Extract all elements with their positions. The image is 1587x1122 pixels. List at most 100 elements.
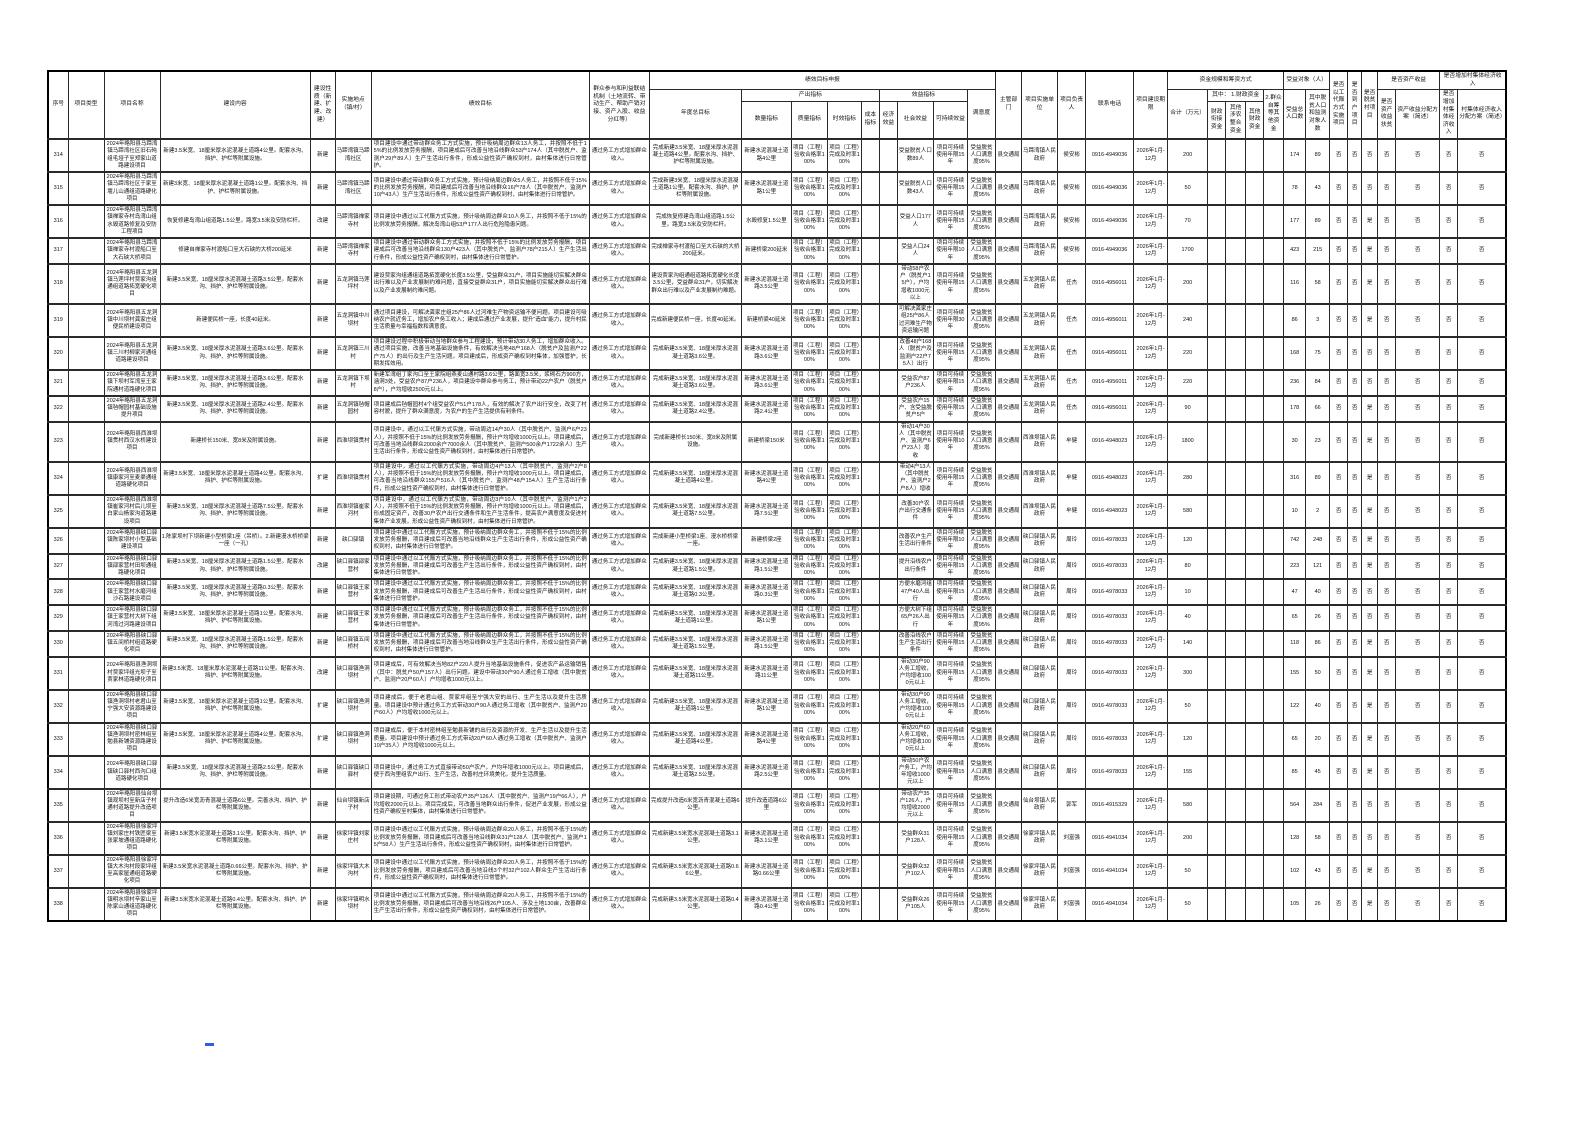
cell-leader: 周玲 (1057, 629, 1087, 658)
cell-collective-plan: 否 (1457, 552, 1507, 580)
cell-poor-village: 否 (1361, 369, 1379, 397)
cell-period: 2026年1月-12月 (1133, 171, 1169, 206)
cell-self-raise (1263, 578, 1285, 606)
cell-total: 240 (1167, 303, 1209, 338)
cell-household: 否 (1347, 420, 1363, 463)
cell-social: 方便大树下组65户26人出行 (896, 604, 934, 632)
col-timeliness: 时效指标 (826, 101, 862, 140)
cell-beneficiaries: 178 (1283, 394, 1307, 423)
cell-timeliness: 项目（工程）完成及时率100% (826, 721, 862, 757)
cell-poor-village: 否 (1361, 787, 1379, 823)
cell-content: 新建3.5米宽、18厘米厚水泥混凝土道路3.5公里。配套水沟、挡护、护栏等附属设… (159, 262, 311, 305)
cell-unit: 马蹄湾镇人民政府 (1021, 138, 1059, 173)
cell-nature: 新建 (309, 493, 336, 529)
cell-fiscal-link (1207, 853, 1227, 889)
cell-fiscal-other (1245, 552, 1265, 580)
col-leader: 项目负责人 (1057, 70, 1087, 140)
cell-fiscal-other (1245, 204, 1265, 239)
cell-quality: 项目（工程）验收合格率100% (790, 820, 828, 856)
cell-timeliness: 项目（工程）完成及时率100% (826, 787, 862, 823)
cell-cost (860, 604, 880, 632)
table-header: 序号 项目类型 项目名称 建设内容 建设性质（新建、扩建、改建） 实施地点（镇/… (47, 70, 1507, 140)
cell-location: 硖口驿镇王家营村 (334, 604, 372, 632)
cell-seq: 325 (47, 493, 69, 529)
cell-total: 1800 (1167, 420, 1209, 463)
cell-collective-plan: 否 (1457, 303, 1507, 338)
cell-beneficiaries: 65 (1283, 721, 1307, 757)
cell-poor-village: 是 (1361, 655, 1379, 691)
cell-dept: 县交通局 (995, 754, 1023, 790)
cell-self-raise (1263, 655, 1285, 691)
cell-satisfaction: 受益脱贫人口满意度95% (966, 394, 997, 423)
cell-relief: 否 (1329, 604, 1349, 632)
cell-content: 新建3.5米宽水泥混凝土道路3.1公里。配套水沟、挡护、护栏等附属设施。 (159, 820, 311, 856)
cell-name: 2024年略阳县五龙洞镇毡帽园村基础设施提升项目 (103, 394, 161, 423)
cell-seq: 316 (47, 204, 69, 239)
cell-poor-village: 是 (1361, 237, 1379, 265)
cell-fiscal-other (1245, 721, 1265, 757)
cell-dept: 县交通局 (995, 262, 1023, 305)
col-beneficiaries: 受益总人口数 (1283, 89, 1307, 140)
cell-fiscal-link (1207, 655, 1227, 691)
cell-unit: 硖口驿镇人民政府 (1021, 526, 1059, 555)
cell-seq: 332 (47, 688, 69, 724)
cell-poor: 45 (1305, 754, 1331, 790)
cell-seq: 338 (47, 886, 69, 922)
cell-quality: 项目（工程）验收合格率100% (790, 526, 828, 555)
cell-content: 新建3.5米宽、18厘米厚水泥混凝土道路2.5公里。配套水沟、挡护、护栏等附属设… (159, 754, 311, 790)
cell-nature: 新建 (309, 526, 336, 555)
cell-self-raise (1263, 204, 1285, 239)
cell-collective: 否 (1439, 886, 1459, 922)
table-row: 338 2024年略阳县徐家坪镇明水坝村辛家山至陈家山通组道路硬化项目 新建3.5米… (47, 886, 1507, 922)
cell-unit: 徐家坪镇人民政府 (1021, 886, 1059, 922)
cell-asset-income: 否 (1377, 655, 1397, 691)
cell-satisfaction: 受益脱贫人口满意度95% (966, 754, 997, 790)
cell-location: 马蹄湾镇禅家寺村 (334, 204, 372, 239)
cell-household: 否 (1347, 138, 1363, 173)
cell-asset-plan: 否 (1395, 171, 1441, 206)
cell-phone: 0916-4949036 (1085, 138, 1135, 173)
cell-fiscal-integrate (1225, 604, 1247, 632)
cell-social: 带动30户90人务工增收，户均增收1000元以上 (896, 688, 934, 724)
cell-quality: 项目（工程）验收合格率100% (790, 688, 828, 724)
cell-collective-plan: 否 (1457, 820, 1507, 856)
cell-cost (860, 629, 880, 658)
cell-nature: 新建 (309, 820, 336, 856)
cell-poor: 50 (1305, 655, 1331, 691)
cell-asset-income: 否 (1377, 237, 1397, 265)
cell-relief: 否 (1329, 171, 1349, 206)
cell-mechanism: 通过务工方式增加群众收入。 (588, 655, 650, 691)
cell-seq: 329 (47, 604, 69, 632)
cell-sustain: 项目可持续使用年限15年 (932, 204, 968, 239)
col-location: 实施地点（镇/村） (334, 70, 372, 140)
cell-fiscal-link (1207, 303, 1227, 338)
cell-quantity: 新建水泥混凝土道路4公里 (740, 138, 792, 173)
cell-econ (878, 655, 898, 691)
cell-satisfaction: 受益脱贫人口满意度95% (966, 552, 997, 580)
cell-timeliness: 项目（工程）完成及时率100% (826, 369, 862, 397)
colgroup-asset: 是否资产收益 (1377, 70, 1441, 91)
cell-beneficiaries: 223 (1283, 552, 1307, 580)
cell-sustain: 项目可持续使用年限10年 (932, 420, 968, 463)
cell-collective: 否 (1439, 369, 1459, 397)
cell-phone: 0916-4978033 (1085, 526, 1135, 555)
cell-relief: 否 (1329, 336, 1349, 371)
cell-nature: 新建 (309, 171, 336, 206)
col-self-raise: 2.群众自筹等其他资金 (1263, 89, 1285, 140)
cell-collective: 否 (1439, 688, 1459, 724)
cell-timeliness: 项目（工程）完成及时率100% (826, 820, 862, 856)
cell-relief: 否 (1329, 629, 1349, 658)
cell-leader: 周玲 (1057, 655, 1087, 691)
col-nature: 建设性质（新建、扩建、改建） (309, 70, 336, 140)
cell-fiscal-integrate (1225, 787, 1247, 823)
cell-social: 带动30户90人务工增收，户均增收1000元以上 (896, 655, 934, 691)
cell-sustain: 项目可持续使用年限15年 (932, 787, 968, 823)
cell-satisfaction: 受益脱贫人口满意度95% (966, 369, 997, 397)
cell-cost (860, 721, 880, 757)
cell-sustain: 项目可持续使用年限30年 (932, 303, 968, 338)
cell-location: 徐家坪镇明水坝村 (334, 886, 372, 922)
cell-type (67, 394, 105, 423)
cell-quality: 项目（工程）验收合格率100% (790, 420, 828, 463)
cell-nature: 新建 (309, 604, 336, 632)
cell-poor-village: 是 (1361, 853, 1379, 889)
